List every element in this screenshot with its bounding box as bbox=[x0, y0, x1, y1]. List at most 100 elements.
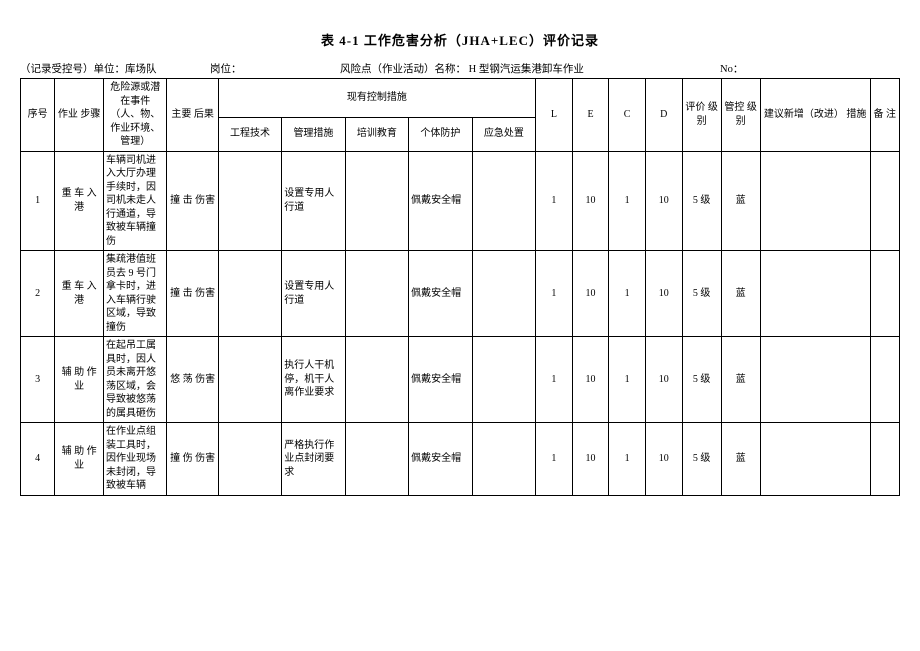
th-D: D bbox=[645, 79, 682, 152]
cell-D: 10 bbox=[645, 337, 682, 423]
table-row: 2 重 车 入港 集疏港值班员去 9 号门拿卡时，进入车辆行驶区域，导致撞伤 撞… bbox=[21, 251, 900, 337]
cell-eval-lvl: 5 级 bbox=[682, 337, 721, 423]
cell-ctrl-emg bbox=[472, 337, 535, 423]
cell-ctrl-emg bbox=[472, 423, 535, 496]
th-ctrl-mgmt: 管理措施 bbox=[282, 117, 345, 151]
cell-L: 1 bbox=[536, 337, 573, 423]
th-consequence: 主要 后果 bbox=[167, 79, 218, 152]
cell-eval-lvl: 5 级 bbox=[682, 251, 721, 337]
cell-ctrl-ppe: 佩戴安全帽 bbox=[409, 423, 472, 496]
cell-consequence: 悠 荡 伤害 bbox=[167, 337, 218, 423]
table-row: 1 重 车 入港 车辆司机进入大厅办理手续时，因司机未走人行通道，导致被车辆撞伤… bbox=[21, 151, 900, 251]
cell-consequence: 撞 伤 伤害 bbox=[167, 423, 218, 496]
cell-suggest bbox=[760, 337, 870, 423]
cell-step: 重 车 入港 bbox=[55, 251, 104, 337]
cell-ctrl-eng bbox=[218, 337, 281, 423]
cell-D: 10 bbox=[645, 251, 682, 337]
cell-seq: 4 bbox=[21, 423, 55, 496]
th-ctrl-emg: 应急处置 bbox=[472, 117, 535, 151]
cell-ctrl-mgmt: 设置专用人行道 bbox=[282, 151, 345, 251]
cell-D: 10 bbox=[645, 423, 682, 496]
cell-hazard: 车辆司机进入大厅办理手续时，因司机未走人行通道，导致被车辆撞伤 bbox=[104, 151, 167, 251]
cell-remark bbox=[870, 251, 899, 337]
cell-remark bbox=[870, 337, 899, 423]
cell-L: 1 bbox=[536, 251, 573, 337]
cell-suggest bbox=[760, 151, 870, 251]
cell-E: 10 bbox=[572, 251, 609, 337]
cell-L: 1 bbox=[536, 423, 573, 496]
cell-ctrl-train bbox=[345, 423, 408, 496]
meta-unit-label: （记录受控号）单位： bbox=[20, 64, 125, 75]
th-eval-lvl: 评价 级别 bbox=[682, 79, 721, 152]
cell-mgmt-lvl: 蓝 bbox=[721, 337, 760, 423]
cell-ctrl-eng bbox=[218, 251, 281, 337]
cell-L: 1 bbox=[536, 151, 573, 251]
cell-hazard: 在作业点组装工具时，因作业现场未封闭，导致被车辆 bbox=[104, 423, 167, 496]
cell-ctrl-train bbox=[345, 337, 408, 423]
page: 表 4-1 工作危害分析（JHA+LEC）评价记录 （记录受控号）单位：库场队 … bbox=[0, 0, 920, 651]
cell-ctrl-mgmt: 设置专用人行道 bbox=[282, 251, 345, 337]
doc-title: 表 4-1 工作危害分析（JHA+LEC）评价记录 bbox=[20, 30, 900, 49]
cell-ctrl-emg bbox=[472, 251, 535, 337]
cell-C: 1 bbox=[609, 251, 646, 337]
meta-unit-value: 库场队 bbox=[125, 64, 157, 75]
cell-ctrl-mgmt: 执行人干机停，机干人离作业要求 bbox=[282, 337, 345, 423]
meta-risk-label: 风险点（作业活动）名称： bbox=[340, 64, 466, 75]
cell-E: 10 bbox=[572, 423, 609, 496]
cell-seq: 2 bbox=[21, 251, 55, 337]
cell-ctrl-mgmt: 严格执行作业点封闭要求 bbox=[282, 423, 345, 496]
cell-eval-lvl: 5 级 bbox=[682, 151, 721, 251]
th-ctrl-train: 培训教育 bbox=[345, 117, 408, 151]
cell-C: 1 bbox=[609, 337, 646, 423]
cell-C: 1 bbox=[609, 423, 646, 496]
cell-seq: 1 bbox=[21, 151, 55, 251]
meta-no-label: No： bbox=[720, 64, 743, 75]
cell-seq: 3 bbox=[21, 337, 55, 423]
cell-ctrl-train bbox=[345, 151, 408, 251]
cell-E: 10 bbox=[572, 337, 609, 423]
th-ctrl-eng: 工程技术 bbox=[218, 117, 281, 151]
cell-consequence: 撞 击 伤害 bbox=[167, 151, 218, 251]
cell-hazard: 在起吊工属具时，因人员未离开悠荡区域，会导致被悠荡的属具砸伤 bbox=[104, 337, 167, 423]
cell-ctrl-ppe: 佩戴安全帽 bbox=[409, 251, 472, 337]
th-E: E bbox=[572, 79, 609, 152]
cell-ctrl-ppe: 佩戴安全帽 bbox=[409, 151, 472, 251]
cell-D: 10 bbox=[645, 151, 682, 251]
cell-step: 辅 助 作业 bbox=[55, 423, 104, 496]
cell-remark bbox=[870, 151, 899, 251]
table-body: 1 重 车 入港 车辆司机进入大厅办理手续时，因司机未走人行通道，导致被车辆撞伤… bbox=[21, 151, 900, 495]
cell-suggest bbox=[760, 423, 870, 496]
th-controls-group: 现有控制措施 bbox=[218, 79, 535, 118]
cell-step: 辅 助 作业 bbox=[55, 337, 104, 423]
cell-mgmt-lvl: 蓝 bbox=[721, 251, 760, 337]
th-C: C bbox=[609, 79, 646, 152]
cell-E: 10 bbox=[572, 151, 609, 251]
table-row: 4 辅 助 作业 在作业点组装工具时，因作业现场未封闭，导致被车辆 撞 伤 伤害… bbox=[21, 423, 900, 496]
cell-mgmt-lvl: 蓝 bbox=[721, 151, 760, 251]
cell-eval-lvl: 5 级 bbox=[682, 423, 721, 496]
th-remark: 备 注 bbox=[870, 79, 899, 152]
cell-remark bbox=[870, 423, 899, 496]
cell-ctrl-train bbox=[345, 251, 408, 337]
meta-line: （记录受控号）单位：库场队 岗位： 风险点（作业活动）名称： H 型钢汽运集港卸… bbox=[20, 61, 900, 76]
th-mgmt-lvl: 管控 级别 bbox=[721, 79, 760, 152]
cell-ctrl-emg bbox=[472, 151, 535, 251]
cell-suggest bbox=[760, 251, 870, 337]
jha-table: 序号 作业 步骤 危险源或潜在事件（人、物、作业环境、管理） 主要 后果 现有控… bbox=[20, 78, 900, 496]
th-L: L bbox=[536, 79, 573, 152]
cell-mgmt-lvl: 蓝 bbox=[721, 423, 760, 496]
cell-consequence: 撞 击 伤害 bbox=[167, 251, 218, 337]
meta-risk-value: H 型钢汽运集港卸车作业 bbox=[466, 64, 584, 75]
cell-ctrl-eng bbox=[218, 151, 281, 251]
th-hazard: 危险源或潜在事件（人、物、作业环境、管理） bbox=[104, 79, 167, 152]
cell-ctrl-eng bbox=[218, 423, 281, 496]
cell-ctrl-ppe: 佩戴安全帽 bbox=[409, 337, 472, 423]
table-row: 3 辅 助 作业 在起吊工属具时，因人员未离开悠荡区域，会导致被悠荡的属具砸伤 … bbox=[21, 337, 900, 423]
cell-C: 1 bbox=[609, 151, 646, 251]
th-suggest: 建议新增（改进） 措施 bbox=[760, 79, 870, 152]
th-step: 作业 步骤 bbox=[55, 79, 104, 152]
th-ctrl-ppe: 个体防护 bbox=[409, 117, 472, 151]
cell-step: 重 车 入港 bbox=[55, 151, 104, 251]
th-seq: 序号 bbox=[21, 79, 55, 152]
meta-post-label: 岗位： bbox=[210, 64, 242, 75]
